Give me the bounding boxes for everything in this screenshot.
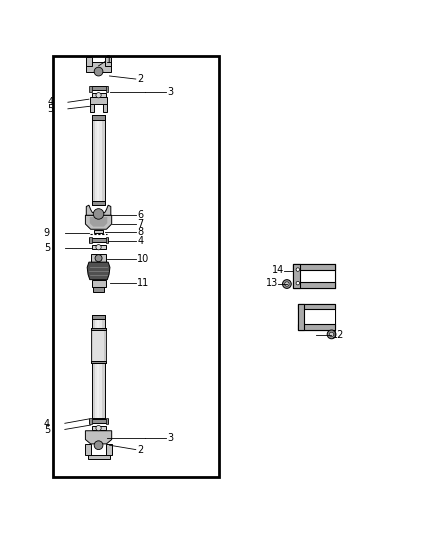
Bar	[91, 254, 106, 262]
Bar	[92, 280, 106, 287]
Text: 11: 11	[137, 278, 149, 288]
Bar	[293, 282, 335, 288]
Bar	[97, 314, 99, 422]
Circle shape	[296, 268, 300, 271]
Bar	[89, 238, 108, 243]
Bar	[92, 115, 105, 205]
Text: 13: 13	[266, 278, 278, 288]
Circle shape	[283, 280, 291, 288]
Circle shape	[96, 93, 101, 98]
Bar	[92, 328, 106, 330]
Text: 9: 9	[44, 228, 50, 238]
Bar	[106, 86, 108, 92]
Text: 1: 1	[106, 55, 113, 65]
Circle shape	[95, 255, 102, 262]
Polygon shape	[86, 205, 111, 215]
Bar	[293, 264, 300, 288]
Text: 6: 6	[137, 210, 143, 220]
Bar	[89, 86, 92, 92]
Polygon shape	[85, 431, 112, 444]
Bar	[89, 419, 108, 423]
Bar	[92, 314, 105, 422]
Bar	[92, 328, 106, 363]
Circle shape	[285, 282, 289, 286]
Bar	[298, 304, 304, 330]
Bar	[92, 93, 106, 98]
Circle shape	[94, 441, 103, 449]
Bar	[92, 245, 106, 249]
Circle shape	[96, 245, 101, 250]
Bar	[92, 314, 105, 319]
Bar	[92, 426, 106, 430]
Polygon shape	[85, 215, 112, 229]
Bar	[103, 103, 107, 112]
Text: 5: 5	[44, 243, 50, 253]
Polygon shape	[87, 262, 110, 280]
Text: 5: 5	[47, 104, 53, 114]
Text: 8: 8	[137, 228, 143, 237]
Circle shape	[296, 281, 300, 285]
Circle shape	[94, 67, 103, 76]
Bar	[95, 115, 102, 205]
Text: 3: 3	[168, 87, 174, 97]
Text: 3: 3	[168, 433, 174, 443]
Bar	[85, 444, 91, 455]
Bar	[298, 304, 335, 310]
Bar	[86, 57, 92, 66]
Text: 12: 12	[332, 330, 344, 340]
Bar	[93, 328, 104, 363]
Bar	[90, 103, 94, 112]
Bar	[93, 287, 104, 292]
Text: 10: 10	[137, 254, 149, 264]
Bar	[298, 324, 335, 330]
Bar	[304, 304, 335, 324]
Bar	[293, 264, 335, 270]
Bar	[90, 86, 107, 90]
Bar	[95, 314, 102, 422]
Bar	[89, 418, 92, 424]
Bar	[97, 115, 99, 205]
Bar	[92, 361, 106, 363]
Bar	[86, 62, 111, 71]
Bar	[106, 237, 108, 243]
Bar	[298, 304, 335, 330]
Circle shape	[327, 330, 336, 339]
Bar	[300, 270, 335, 288]
Circle shape	[96, 425, 101, 431]
Text: 4: 4	[47, 97, 53, 107]
Bar	[105, 57, 111, 66]
Text: 5: 5	[44, 425, 50, 435]
Bar	[106, 444, 112, 455]
Text: 14: 14	[272, 265, 284, 275]
Circle shape	[93, 209, 104, 219]
Circle shape	[329, 332, 334, 336]
Bar	[92, 115, 105, 120]
Text: 4: 4	[137, 236, 143, 246]
Bar	[88, 455, 110, 459]
Bar	[90, 98, 107, 103]
Text: 2: 2	[137, 446, 143, 456]
Bar	[92, 418, 105, 422]
Text: 2: 2	[137, 74, 143, 84]
Bar	[106, 418, 108, 424]
Text: 7: 7	[137, 220, 143, 229]
Polygon shape	[90, 217, 107, 227]
Bar	[293, 264, 335, 288]
Text: 4: 4	[44, 419, 50, 429]
Bar	[89, 237, 92, 243]
Bar	[94, 230, 103, 233]
Bar	[92, 201, 105, 205]
Bar	[53, 56, 219, 477]
